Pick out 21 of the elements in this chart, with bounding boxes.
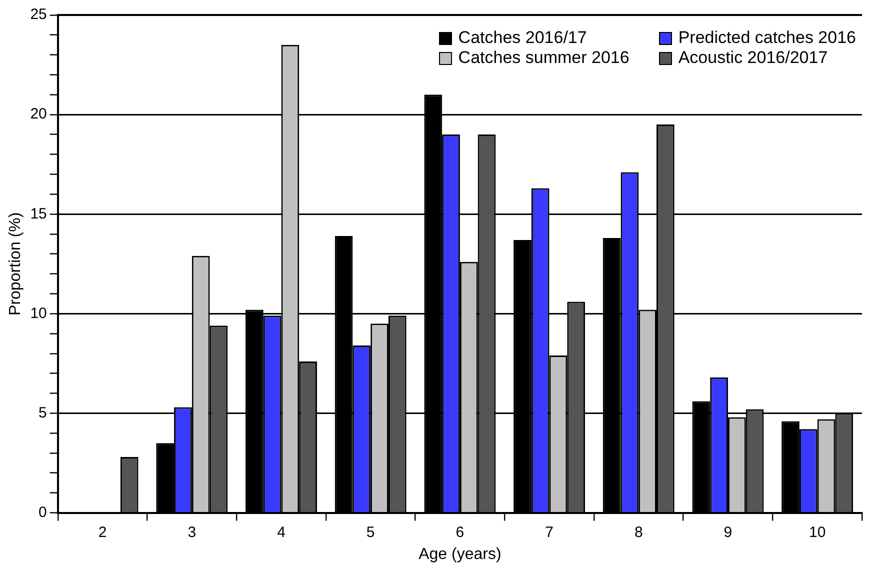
legend-label: Catches 2016/17: [458, 28, 587, 48]
legend-label: Acoustic 2016/2017: [678, 48, 828, 68]
y-tick-label: 10: [30, 304, 47, 322]
y-tick-label: 20: [30, 106, 47, 123]
y-tick-label: 5: [38, 404, 47, 422]
legend-label: Catches summer 2016: [458, 48, 630, 68]
x-tick-label: 3: [188, 524, 196, 541]
y-tick-label: 25: [30, 6, 47, 24]
x-tick-label: 4: [277, 524, 286, 541]
x-tick-label: 10: [808, 524, 826, 541]
x-tick-label: 2: [98, 524, 107, 541]
x-axis-title: Age (years): [418, 546, 502, 563]
x-tick-label: 5: [366, 524, 375, 541]
x-tick-label: 7: [545, 524, 554, 541]
x-tick-label: 8: [634, 524, 643, 541]
y-axis-title: Proportion (%): [7, 212, 24, 316]
y-tick-label: 15: [30, 205, 47, 222]
y-tick-label: 0: [38, 504, 47, 521]
legend-label: Predicted catches 2016: [678, 28, 856, 48]
x-tick-label: 9: [724, 524, 732, 541]
x-tick-label: 6: [456, 524, 464, 541]
